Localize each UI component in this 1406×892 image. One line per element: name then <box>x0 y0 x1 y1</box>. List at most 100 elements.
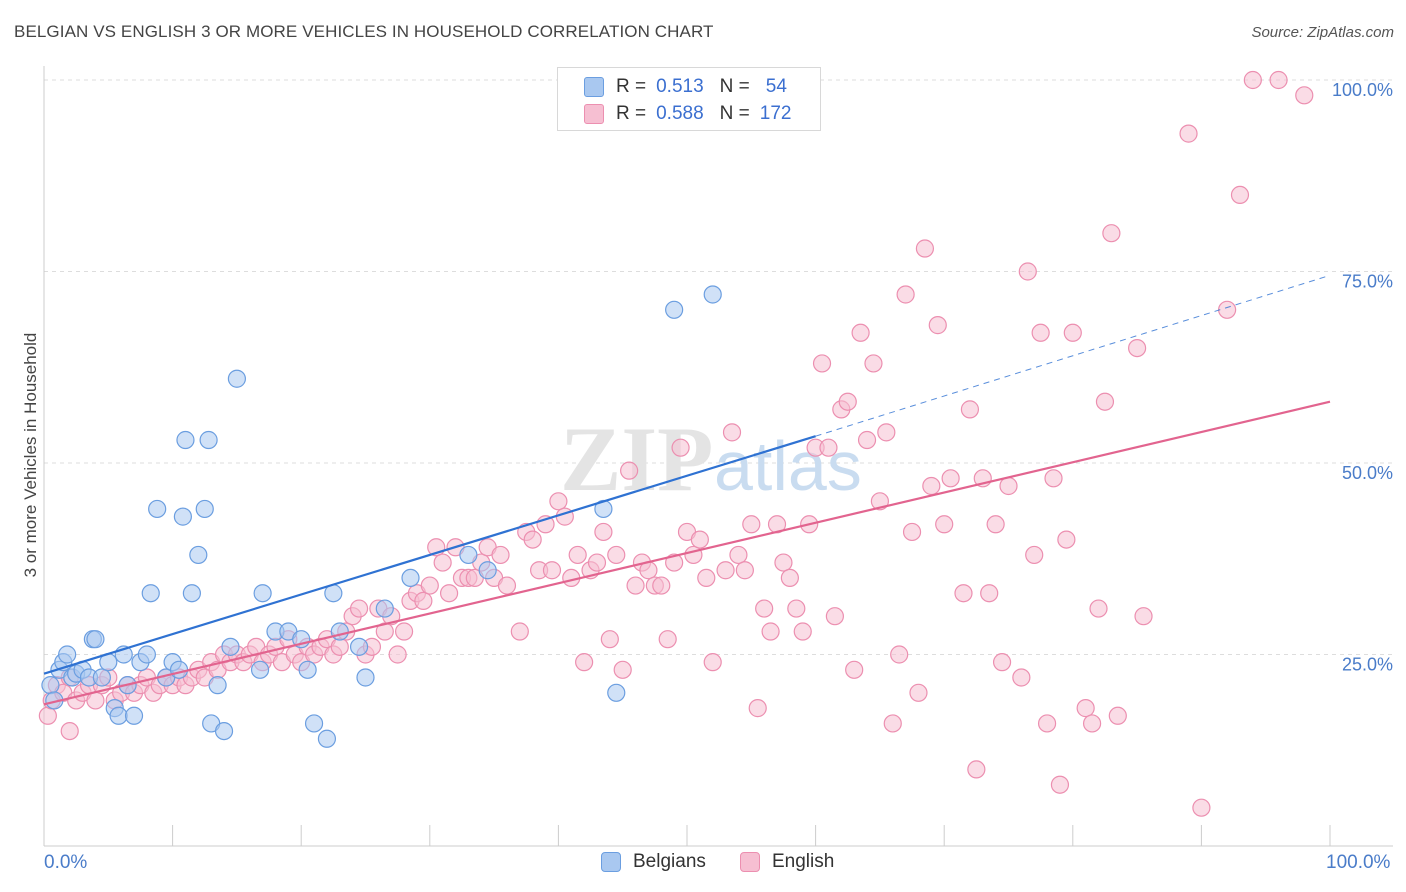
english-r-value: 0.588 <box>656 103 704 124</box>
y-tick-label: 75.0% <box>1342 272 1393 292</box>
english-point <box>697 568 716 588</box>
belgian-point <box>169 660 189 679</box>
english-point <box>915 239 935 258</box>
english-point <box>1134 607 1153 626</box>
english-point <box>652 576 671 595</box>
belgian-point <box>195 499 214 519</box>
english-point <box>491 545 510 565</box>
belgian-point <box>176 430 195 450</box>
english-point <box>1025 545 1044 565</box>
english-point <box>510 622 529 641</box>
english-point <box>722 423 742 442</box>
belgian-point <box>459 545 478 565</box>
belgian-point <box>330 622 349 641</box>
belgians-swatch <box>584 77 604 97</box>
english-point <box>542 561 562 580</box>
belgians-r-label: R = <box>616 76 647 97</box>
english-point <box>433 553 452 572</box>
english-point <box>1082 714 1102 733</box>
english-point <box>607 545 626 565</box>
belgian-point <box>375 599 394 618</box>
english-point <box>1127 339 1147 358</box>
english-point <box>1243 70 1262 90</box>
belgian-point <box>41 676 60 695</box>
belgians-legend-swatch <box>601 852 621 872</box>
english-point <box>330 637 349 656</box>
english-point <box>620 461 639 480</box>
watermark-zip: ZIP <box>560 408 713 510</box>
english-point <box>394 622 414 641</box>
belgian-point <box>208 676 227 695</box>
english-n-label: N = <box>719 103 750 124</box>
english-point <box>812 354 832 373</box>
english-point <box>845 660 864 679</box>
belgian-point <box>317 729 337 748</box>
belgian-point <box>250 660 270 679</box>
english-point <box>935 515 954 534</box>
english-point <box>922 476 941 496</box>
english-trend-line <box>43 400 1331 706</box>
belgian-point <box>253 584 272 603</box>
english-point <box>439 584 459 603</box>
english-point <box>594 522 613 542</box>
english-point <box>1102 224 1121 243</box>
belgian-point <box>221 637 240 656</box>
english-point <box>388 645 407 664</box>
english-point <box>703 653 722 672</box>
english-point <box>1269 70 1288 90</box>
belgian-point <box>189 545 208 565</box>
legend-item-belgians[interactable]: Belgians <box>601 851 706 873</box>
english-point <box>671 438 690 457</box>
english-point <box>658 630 677 649</box>
belgian-points <box>41 285 722 748</box>
english-point <box>1063 323 1082 342</box>
belgian-point <box>182 584 201 603</box>
english-point <box>1095 392 1115 411</box>
english-point <box>864 354 883 373</box>
english-point <box>960 400 980 419</box>
belgian-point <box>58 645 77 664</box>
english-point <box>587 553 607 572</box>
belgian-point <box>141 584 160 603</box>
x-tick-min: 0.0% <box>44 852 88 873</box>
belgian-point <box>356 668 375 687</box>
english-point <box>986 515 1005 534</box>
belgian-point <box>86 630 105 649</box>
y-tick-labels: 25.0% 50.0% 75.0% 100.0% <box>1332 80 1393 675</box>
english-point <box>787 599 806 618</box>
belgian-point <box>199 430 218 450</box>
chart-title: BELGIAN VS ENGLISH 3 OR MORE VEHICLES IN… <box>14 22 714 41</box>
english-point <box>1018 262 1037 281</box>
english-point <box>665 553 684 572</box>
english-point <box>896 285 915 304</box>
legend-item-english[interactable]: English <box>740 851 834 873</box>
english-point <box>748 699 767 718</box>
belgian-point <box>478 561 497 580</box>
english-point <box>1230 185 1250 204</box>
belgian-point <box>214 721 234 741</box>
english-point <box>523 530 542 549</box>
english-point <box>890 645 909 664</box>
english-point <box>690 530 709 549</box>
english-point <box>1037 714 1057 733</box>
english-point <box>1044 469 1063 488</box>
belgians-legend-label: Belgians <box>633 851 706 872</box>
english-point <box>716 561 735 580</box>
english-point <box>497 576 517 595</box>
english-point <box>575 653 594 672</box>
english-legend-swatch <box>740 852 760 872</box>
english-point <box>1295 86 1314 105</box>
y-tick-label: 25.0% <box>1342 655 1393 675</box>
english-point <box>1012 668 1031 687</box>
source-label: Source: ZipAtlas.com <box>1251 24 1394 41</box>
english-point <box>1108 706 1127 725</box>
english-point <box>954 584 973 603</box>
english-point <box>1192 798 1211 817</box>
english-point <box>851 323 870 342</box>
english-point <box>420 576 439 595</box>
belgian-point <box>401 568 420 588</box>
english-point <box>941 469 960 488</box>
english-point <box>1050 775 1070 794</box>
english-point <box>780 568 799 588</box>
belgian-point <box>109 706 128 725</box>
